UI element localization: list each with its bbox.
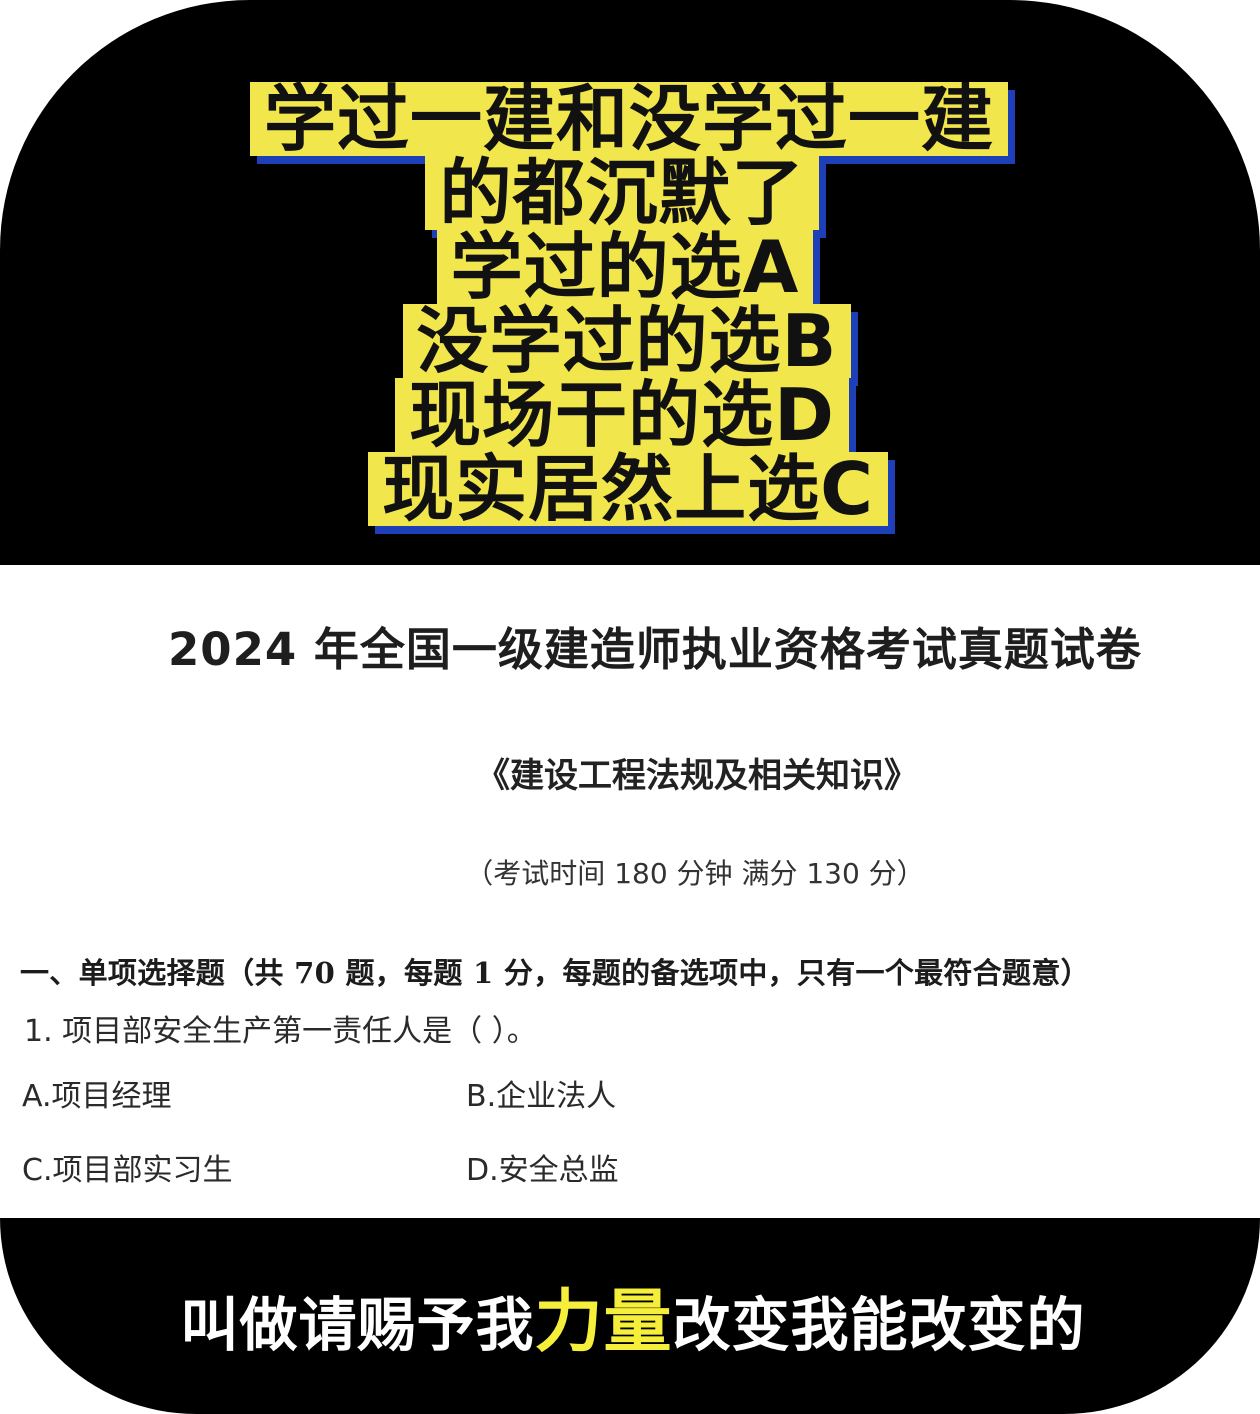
section-heading: 一、单项选择题（共 70 题，每题 1 分，每题的备选项中，只有一个最符合题意） — [20, 956, 1090, 990]
caption-stack: 学过一建和没学过一建 的都沉默了 学过的选A 没学过的选B 现场干的选D 现实居… — [0, 82, 1260, 526]
caption-line-5: 现场干的选D — [395, 378, 849, 452]
top-caption-panel: 学过一建和没学过一建 的都沉默了 学过的选A 没学过的选B 现场干的选D 现实居… — [0, 0, 1260, 565]
video-subtitle: 叫做请赐予我力量改变我能改变的 — [3, 1266, 1260, 1365]
caption-line-3: 学过的选A — [436, 230, 814, 304]
caption-line-1: 学过一建和没学过一建 — [249, 82, 1008, 156]
exam-subject: 《建设工程法规及相关知识》 — [476, 756, 918, 796]
option-d: D.安全总监 — [466, 1153, 619, 1188]
caption-line-4: 没学过的选B — [402, 304, 852, 378]
caption-line-6: 现实居然上选C — [368, 452, 888, 526]
exam-meta: （考试时间 180 分钟 满分 130 分） — [465, 857, 925, 890]
subtitle-before: 叫做请赐予我 — [180, 1291, 535, 1359]
exam-title: 2024 年全国一级建造师执业资格考试真题试卷 — [168, 623, 1142, 676]
option-b: B.企业法人 — [466, 1079, 617, 1114]
subtitle-after: 改变我能改变的 — [672, 1291, 1086, 1359]
exam-paper: 2024 年全国一级建造师执业资格考试真题试卷 《建设工程法规及相关知识》 （考… — [0, 565, 1260, 1220]
caption-line-2: 的都沉默了 — [425, 156, 819, 230]
option-c: C.项目部实习生 — [22, 1153, 233, 1188]
question-1: 1. 项目部安全生产第一责任人是（ ）。 — [24, 1014, 537, 1049]
subtitle-highlight: 力量 — [534, 1283, 673, 1362]
option-a: A.项目经理 — [22, 1079, 172, 1114]
bottom-subtitle-panel: 叫做请赐予我力量改变我能改变的 — [0, 1218, 1260, 1414]
